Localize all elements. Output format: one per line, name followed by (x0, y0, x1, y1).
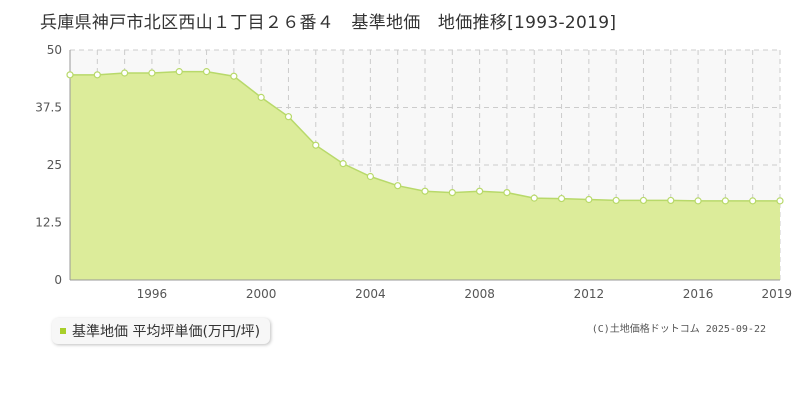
copyright: (C)土地価格ドットコム 2025-09-22 (591, 324, 766, 335)
data-points (66, 68, 784, 205)
y-tick-label: 37.5 (35, 101, 62, 115)
data-point (721, 197, 729, 205)
data-point (694, 197, 702, 205)
data-point (202, 68, 211, 76)
chart-title: 兵庫県神戸市北区西山１丁目２６番４ 基準地価 地価推移[1993-2019] (40, 13, 617, 33)
data-point (257, 93, 265, 101)
data-point (394, 182, 402, 190)
data-point (557, 194, 566, 203)
data-point (667, 196, 675, 205)
x-tick-label: 1996 (137, 287, 168, 301)
y-tick-label: 12.5 (35, 216, 62, 230)
x-tick-label: 2016 (683, 287, 714, 301)
data-point (639, 196, 648, 205)
x-tick-label: 2019 (761, 287, 792, 301)
data-point (530, 194, 538, 202)
y-tick-label: 50 (47, 43, 62, 57)
data-point (312, 141, 320, 149)
area-fill (70, 71, 780, 281)
data-point (121, 69, 129, 77)
legend: 基準地価 平均坪単価(万円/坪) (52, 318, 271, 344)
y-axis-ticks: 0 12.5 25 37.5 50 (35, 43, 62, 287)
axes (69, 50, 780, 281)
data-point (148, 69, 156, 77)
data-point (749, 197, 757, 205)
x-tick-label: 2012 (574, 287, 605, 301)
x-tick-label: 2000 (246, 287, 277, 301)
legend-label: 基準地価 平均坪単価(万円/坪) (72, 324, 261, 340)
data-point (776, 197, 784, 205)
data-point (476, 187, 484, 195)
data-point (284, 113, 293, 121)
data-point (585, 195, 593, 204)
data-point (66, 71, 74, 79)
x-axis-ticks: 1996 2000 2004 2008 2012 2016 2019 (137, 287, 792, 301)
legend-marker (60, 328, 66, 334)
x-tick-label: 2008 (464, 287, 495, 301)
y-tick-label: 0 (54, 273, 62, 287)
data-point (230, 72, 238, 80)
data-point (175, 68, 183, 76)
x-tick-label: 2004 (355, 287, 386, 301)
data-point (366, 172, 374, 181)
y-tick-label: 25 (47, 158, 62, 172)
data-point (612, 196, 620, 205)
data-point (448, 189, 456, 197)
data-point (503, 189, 511, 197)
data-point (339, 160, 347, 168)
data-point (93, 71, 101, 79)
data-point (421, 187, 429, 195)
